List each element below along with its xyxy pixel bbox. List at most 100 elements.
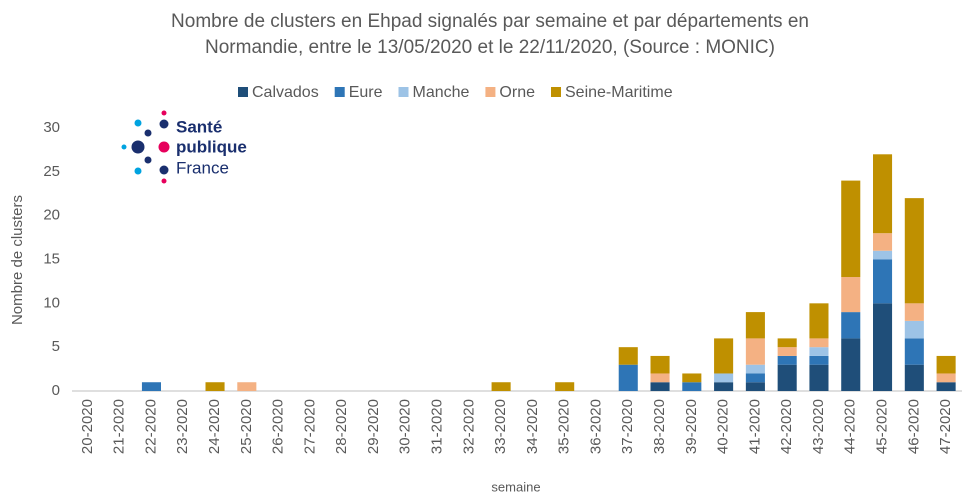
x-tick-label: 41-2020 (746, 399, 763, 454)
bar-segment (841, 312, 861, 339)
x-tick-label: 35-2020 (556, 399, 573, 454)
bar-segment (682, 373, 702, 383)
legend-label: Manche (413, 84, 470, 101)
bar-segment (841, 338, 861, 391)
x-tick-label: 47-2020 (937, 399, 954, 454)
x-tick-label: 24-2020 (206, 399, 223, 454)
bar-segment (904, 320, 924, 339)
bar-segment (904, 303, 924, 321)
x-tick-label: 34-2020 (524, 399, 541, 454)
logo-text: France (176, 158, 229, 177)
x-tick-label: 26-2020 (270, 399, 287, 454)
bar-segment (777, 355, 797, 365)
bar-segment (873, 259, 893, 304)
bar-segment (904, 364, 924, 391)
bar-segment (745, 364, 765, 374)
logo-dot (121, 144, 127, 150)
x-tick-label: 46-2020 (905, 399, 922, 454)
bar-segment (618, 364, 638, 391)
chart-title: Nombre de clusters en Ehpad signalés par… (171, 11, 809, 32)
legend-label: Eure (349, 84, 383, 101)
bar-segment (936, 373, 956, 383)
bar-segment (936, 355, 956, 374)
x-tick-label: 44-2020 (842, 399, 859, 454)
x-tick-label: 38-2020 (651, 399, 668, 454)
x-tick-label: 20-2020 (79, 399, 96, 454)
x-tick-label: 29-2020 (365, 399, 382, 454)
x-tick-label: 36-2020 (587, 399, 604, 454)
x-tick-label: 27-2020 (301, 399, 318, 454)
bar-segment (809, 364, 829, 391)
legend-label: Orne (499, 84, 535, 101)
bar-segment (650, 355, 670, 374)
logo-dot (134, 119, 142, 127)
y-tick-label: 15 (43, 250, 60, 267)
bar-segment (205, 382, 225, 391)
x-tick-label: 23-2020 (174, 399, 191, 454)
x-tick-label: 42-2020 (778, 399, 795, 454)
bar-segment (714, 338, 734, 374)
x-tick-label: 39-2020 (683, 399, 700, 454)
bar-segment (777, 338, 797, 348)
legend-swatch (334, 87, 345, 97)
bar-segment (873, 154, 893, 234)
logo-dot (144, 129, 152, 137)
logo-dot (131, 140, 145, 154)
x-axis-label: semaine (491, 479, 540, 494)
x-tick-label: 45-2020 (874, 399, 891, 454)
bar-segment (873, 250, 893, 260)
bar-segment (809, 355, 829, 365)
x-tick-label: 33-2020 (492, 399, 509, 454)
logo-dot (161, 178, 167, 184)
bar-segment (745, 382, 765, 391)
logo-dot (161, 110, 167, 116)
bar-segment (904, 338, 924, 365)
bar-segment (491, 382, 511, 391)
x-tick-label: 25-2020 (238, 399, 255, 454)
y-tick-label: 30 (43, 119, 60, 136)
bar-segment (777, 347, 797, 356)
y-tick-label: 20 (43, 207, 60, 224)
legend-swatch (238, 87, 248, 97)
bar-segment (650, 373, 670, 383)
legend-swatch (485, 87, 496, 97)
legend-label: Calvados (252, 84, 319, 101)
bar-segment (745, 338, 765, 365)
bar-segment (141, 382, 161, 391)
bar-segment (873, 303, 893, 391)
bar-segment (904, 198, 924, 304)
x-tick-label: 32-2020 (460, 399, 477, 454)
bar-segment (714, 373, 734, 383)
x-tick-label: 37-2020 (619, 399, 636, 454)
bar-segment (555, 382, 575, 391)
logo-dot (158, 141, 170, 153)
legend-label: Seine-Maritime (565, 84, 673, 101)
logo: Santé publique France (121, 110, 247, 184)
y-tick-label: 0 (52, 382, 60, 399)
x-tick-label: 28-2020 (333, 399, 350, 454)
y-tick-label: 10 (43, 294, 60, 311)
x-tick-label: 21-2020 (111, 399, 128, 454)
bar-segment (745, 312, 765, 339)
chart-title: Normandie, entre le 13/05/2020 et le 22/… (205, 37, 775, 58)
bar-segment (745, 373, 765, 383)
legend-swatch (398, 87, 409, 97)
logo-text: Santé (176, 117, 222, 136)
logo-dot (144, 156, 152, 164)
bar-segment (841, 180, 861, 278)
bar-segment (682, 382, 702, 391)
y-tick-label: 25 (43, 163, 60, 180)
bar-segment (873, 233, 893, 251)
bar-segment (777, 364, 797, 391)
x-tick-label: 30-2020 (397, 399, 414, 454)
y-axis-label: Nombre de clusters (9, 195, 26, 325)
bar-segment (650, 382, 670, 391)
x-tick-label: 40-2020 (715, 399, 732, 454)
bar-segment (841, 277, 861, 313)
bar-segment (618, 347, 638, 365)
logo-dot (134, 167, 142, 175)
bar-segment (714, 382, 734, 391)
x-tick-label: 22-2020 (142, 399, 159, 454)
x-tick-label: 31-2020 (429, 399, 446, 454)
y-tick-label: 5 (52, 338, 60, 355)
